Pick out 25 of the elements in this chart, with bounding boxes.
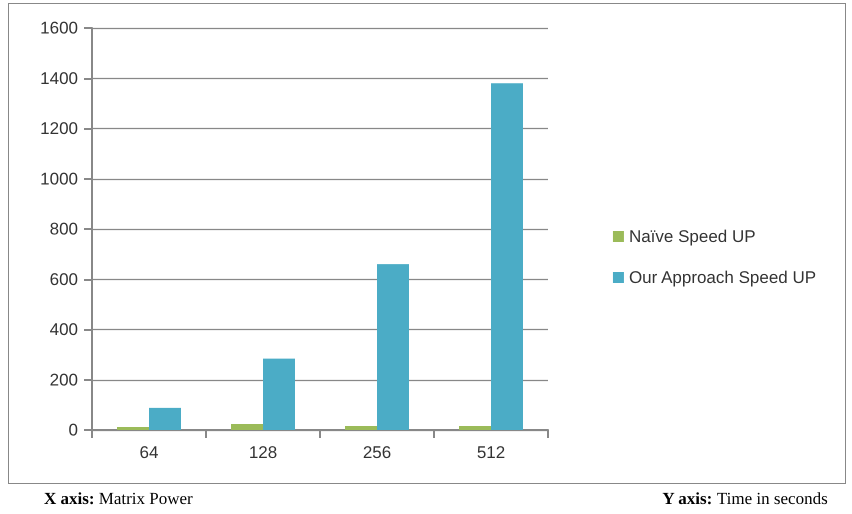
y-tick-label: 400 (50, 320, 78, 339)
bar (345, 426, 377, 430)
y-tick-label: 0 (68, 420, 78, 440)
bar (149, 408, 181, 430)
y-tick-label: 200 (50, 370, 78, 390)
bar (231, 424, 263, 430)
text: Y axis: Time in seconds (662, 489, 828, 508)
text: X axis: Matrix Power (44, 489, 194, 508)
x-tick-label: 512 (476, 443, 506, 462)
y-tick-label: 1400 (40, 68, 78, 88)
bar (491, 83, 523, 430)
legend-label: Our Approach Speed UP (628, 268, 816, 287)
y-tick-label: 800 (50, 220, 78, 238)
x-tick-label: 64 (140, 443, 158, 462)
bar (117, 426, 149, 430)
y-tick-label: 1200 (40, 119, 78, 138)
y-tick-label: 1600 (40, 18, 78, 38)
bar (459, 426, 491, 430)
legend-label: Naïve Speed UP (628, 227, 756, 246)
x-tick-label: 256 (362, 443, 392, 462)
x-tick-label: 128 (248, 443, 278, 462)
y-tick-label: 600 (50, 270, 78, 289)
bar (377, 264, 409, 430)
y-tick-label: 1000 (40, 169, 78, 188)
bar (263, 358, 295, 430)
